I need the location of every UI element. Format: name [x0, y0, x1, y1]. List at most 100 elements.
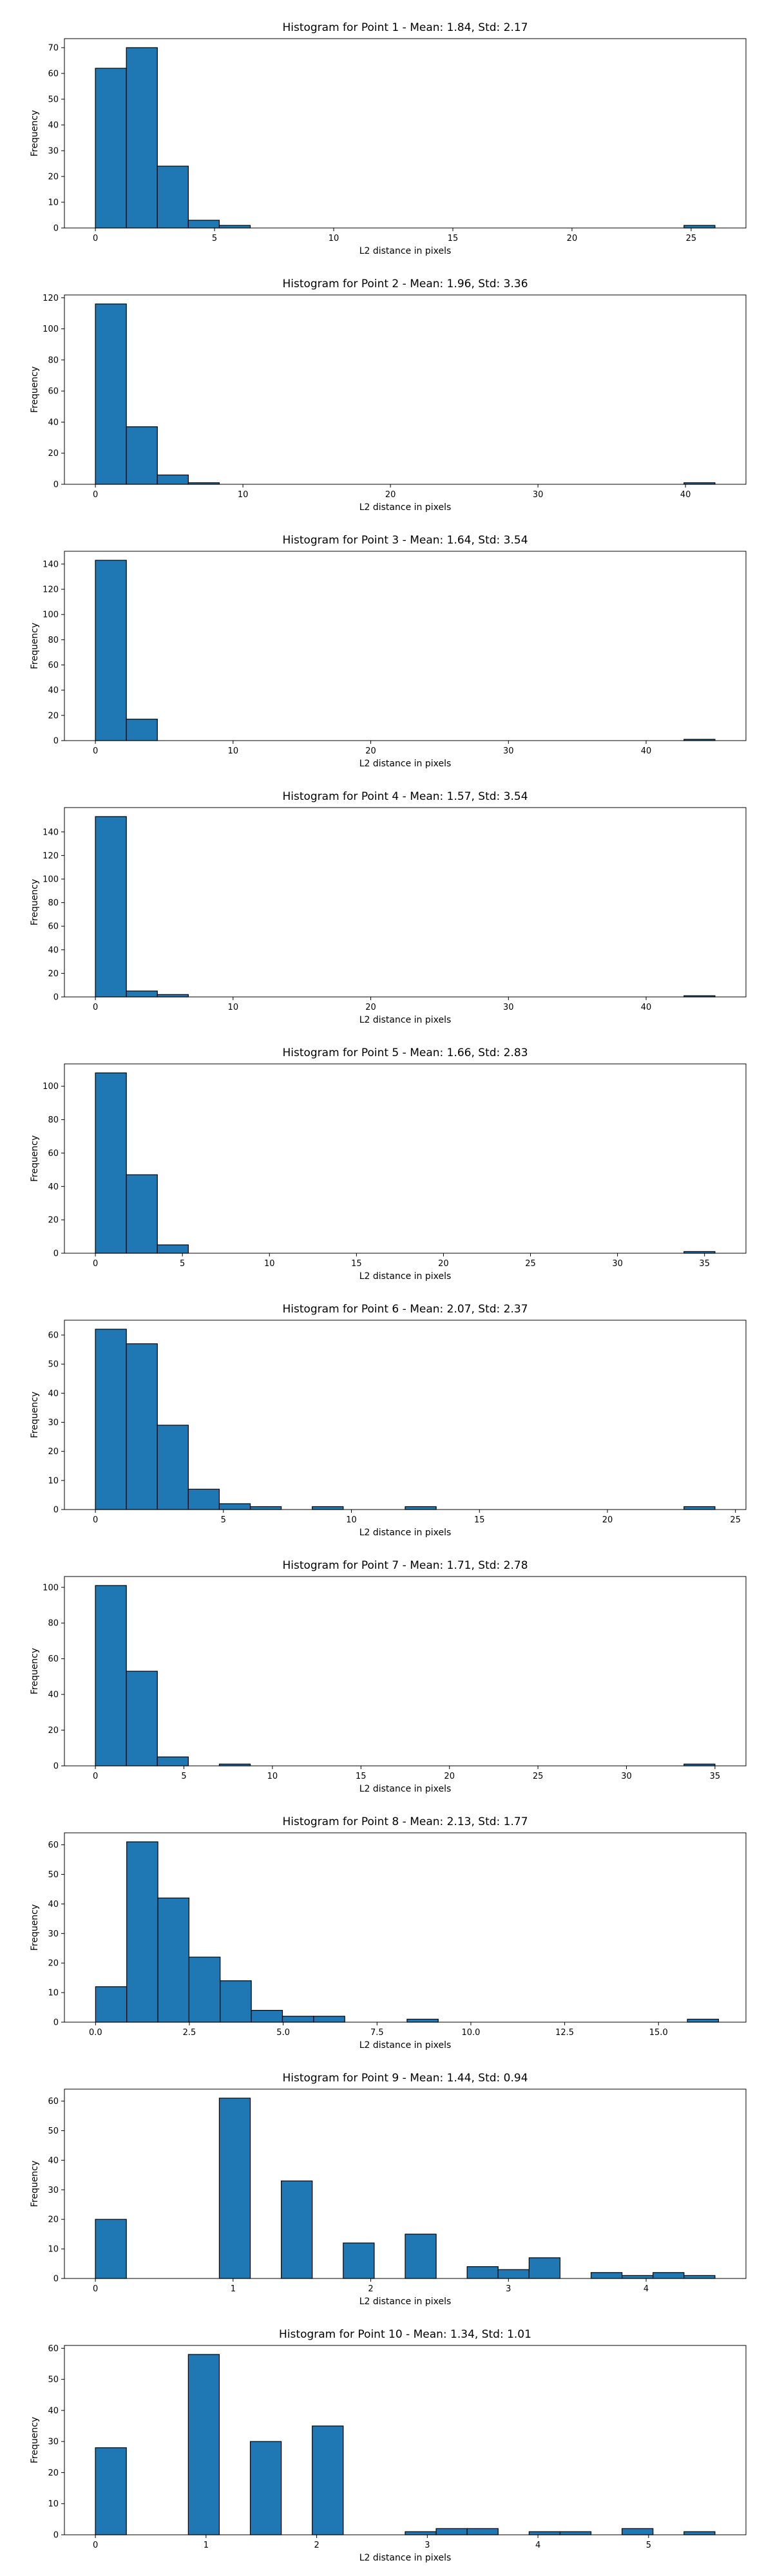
histogram-bar [528, 2531, 561, 2535]
plot-frame [64, 1832, 747, 2023]
y-tick-label: 40 [48, 121, 59, 131]
x-tick-label: 0 [93, 1003, 98, 1012]
y-axis-label: Frequency [30, 366, 40, 413]
x-tick-label: 25 [525, 1259, 536, 1269]
histogram-bar [187, 220, 220, 229]
histogram-bar [126, 47, 158, 229]
x-tick-label: 0 [93, 2284, 98, 2294]
histogram-panel-3: Histogram for Point 3 - Mean: 1.64, Std:… [30, 534, 747, 769]
histogram-bar [157, 1897, 190, 2023]
y-tick-label: 20 [48, 2468, 59, 2478]
histogram-bar [249, 1506, 282, 1510]
x-tick-label: 20 [365, 746, 376, 756]
plot-frame [64, 1320, 747, 1510]
histogram-bar [157, 1244, 189, 1254]
histogram-bar [126, 1343, 158, 1510]
plot-frame [64, 807, 747, 998]
x-tick-label: 15 [448, 234, 459, 243]
y-tick-label: 80 [48, 636, 59, 645]
chart-title: Histogram for Point 9 - Mean: 1.44, Std:… [282, 2072, 528, 2085]
y-tick-label: 30 [48, 2186, 59, 2195]
x-axis-label: L2 distance in pixels [359, 246, 452, 256]
y-tick-label: 50 [48, 2375, 59, 2385]
histogram-bar [220, 1980, 252, 2023]
x-tick-label: 0 [93, 234, 98, 243]
chart-title: Histogram for Point 1 - Mean: 1.84, Std:… [282, 21, 528, 34]
histogram-bar [126, 426, 158, 485]
y-tick-label: 50 [48, 2126, 59, 2136]
histogram-bar [622, 2528, 654, 2535]
y-tick-label: 40 [48, 1182, 59, 1192]
histogram-panel-7: Histogram for Point 7 - Mean: 1.71, Std:… [30, 1559, 747, 1794]
x-axis-label: L2 distance in pixels [359, 1528, 452, 1538]
y-tick-label: 100 [43, 325, 59, 334]
y-tick-label: 40 [48, 945, 59, 955]
chart-title: Histogram for Point 10 - Mean: 1.34, Std… [279, 2328, 531, 2341]
histogram-bar [95, 2219, 127, 2279]
histogram-panel-4: Histogram for Point 4 - Mean: 1.57, Std:… [30, 790, 747, 1025]
histogram-bar [126, 1671, 158, 1766]
y-tick-label: 20 [48, 2215, 59, 2225]
histogram-panel-8: Histogram for Point 8 - Mean: 2.13, Std:… [30, 1815, 747, 2050]
x-tick-label: 10.0 [461, 2028, 480, 2038]
x-tick-label: 15 [474, 1515, 485, 1525]
histogram-bar [281, 2180, 313, 2279]
histogram-bar [312, 2425, 344, 2535]
histogram-bar [249, 2441, 282, 2535]
x-tick-label: 5.0 [276, 2028, 290, 2038]
x-axis-label: L2 distance in pixels [359, 2553, 452, 2563]
histogram-bar [126, 719, 158, 741]
y-tick-label: 10 [48, 198, 59, 208]
x-tick-label: 10 [346, 1515, 357, 1525]
y-tick-label: 140 [43, 828, 59, 837]
x-tick-label: 35 [710, 1772, 721, 1781]
x-tick-label: 3 [506, 2284, 511, 2294]
y-tick-label: 100 [43, 875, 59, 884]
histogram-bar [95, 816, 127, 998]
x-tick-label: 25 [686, 234, 697, 243]
x-tick-label: 20 [444, 1772, 455, 1781]
histogram-panel-1: Histogram for Point 1 - Mean: 1.84, Std:… [30, 21, 747, 256]
histogram-bar [95, 1585, 127, 1766]
x-tick-label: 25 [533, 1772, 544, 1781]
x-axis-label: L2 distance in pixels [359, 2040, 452, 2050]
y-tick-label: 20 [48, 173, 59, 182]
x-axis-label: L2 distance in pixels [359, 1271, 452, 1282]
x-tick-label: 0 [93, 490, 98, 500]
y-tick-label: 10 [48, 2499, 59, 2509]
x-tick-label: 40 [641, 746, 652, 756]
y-tick-label: 10 [48, 1989, 59, 1998]
histogram-bar [95, 1986, 128, 2023]
x-tick-label: 10 [329, 234, 339, 243]
histogram-bar [126, 1174, 158, 1254]
plot-frame [64, 294, 747, 485]
x-tick-label: 5 [212, 234, 217, 243]
y-tick-label: 20 [48, 449, 59, 459]
y-tick-label: 30 [48, 1418, 59, 1428]
y-tick-label: 20 [48, 1726, 59, 1736]
x-tick-label: 15 [356, 1772, 367, 1781]
histogram-bar [406, 2018, 439, 2023]
y-tick-label: 20 [48, 711, 59, 721]
chart-title: Histogram for Point 4 - Mean: 1.57, Std:… [282, 790, 528, 803]
x-axis-label: L2 distance in pixels [359, 2297, 452, 2307]
x-tick-label: 0 [93, 1259, 98, 1269]
histogram-bar [157, 1425, 189, 1510]
x-tick-label: 0 [93, 746, 98, 756]
histogram-bar [95, 560, 127, 741]
x-tick-label: 5 [181, 1772, 186, 1781]
plot-frame [64, 1576, 747, 1766]
y-tick-label: 40 [48, 418, 59, 428]
histogram-bar [466, 2528, 499, 2535]
y-tick-label: 40 [48, 1690, 59, 1700]
y-tick-label: 80 [48, 1619, 59, 1629]
y-tick-label: 0 [53, 1506, 59, 1515]
y-tick-label: 30 [48, 2438, 59, 2447]
y-tick-label: 0 [53, 2531, 59, 2541]
x-tick-label: 10 [267, 1772, 278, 1781]
histogram-bar [157, 474, 189, 485]
histogram-bar [313, 2016, 345, 2023]
x-tick-label: 2 [314, 2541, 319, 2550]
y-axis-label: Frequency [30, 879, 40, 925]
histogram-bar [687, 2018, 720, 2023]
